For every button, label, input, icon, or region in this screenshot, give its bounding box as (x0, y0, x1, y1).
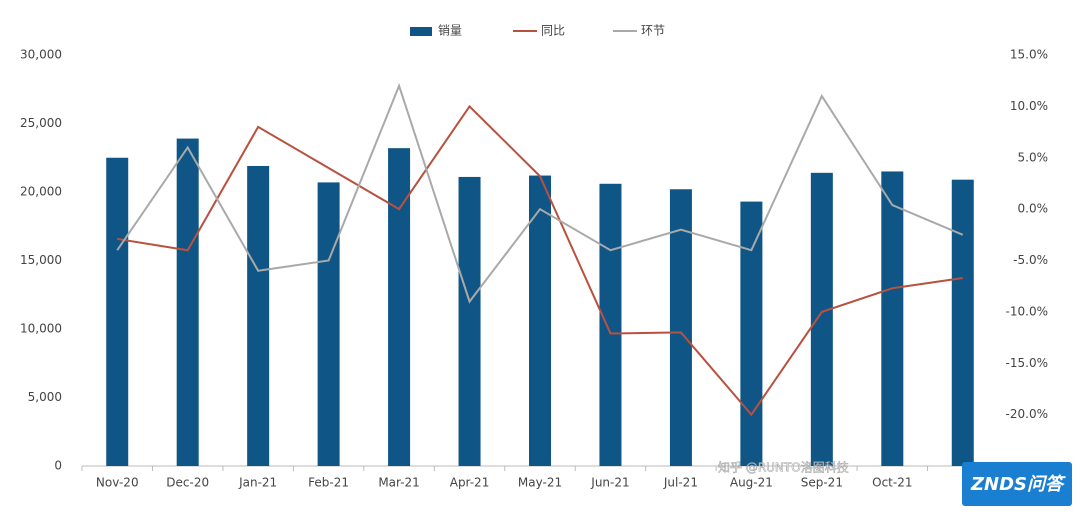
legend-label: 环节 (641, 24, 665, 38)
x-tick-label: Jun-21 (590, 476, 629, 490)
y2-tick-label: -15.0% (1006, 356, 1048, 370)
x-tick-label: Sep-21 (801, 476, 843, 490)
y2-tick-label: 5.0% (1018, 150, 1049, 164)
x-tick-label: Aug-21 (730, 476, 773, 490)
y2-tick-label: 10.0% (1010, 99, 1048, 113)
y-tick-label: 15,000 (20, 253, 62, 267)
legend-swatch (410, 27, 432, 36)
x-tick-label: Feb-21 (308, 476, 349, 490)
line (117, 104, 963, 417)
y-tick-label: 25,000 (20, 116, 62, 130)
y2-tick-label: -5.0% (1013, 253, 1048, 267)
y2-tick-label: -10.0% (1006, 304, 1048, 318)
x-tick-label: Apr-21 (450, 476, 490, 490)
x-tick-label: May-21 (518, 476, 562, 490)
bar (669, 189, 692, 466)
x-tick-label: Nov-20 (96, 476, 139, 490)
x-tick-label: Mar-21 (378, 476, 419, 490)
y-tick-label: 20,000 (20, 185, 62, 199)
y-tick-label: 30,000 (20, 48, 62, 62)
logo-box (962, 462, 1072, 506)
y-tick-label: 0 (54, 459, 62, 473)
bar (106, 157, 129, 466)
x-tick-label: Oct-21 (872, 476, 912, 490)
bar (740, 201, 763, 466)
legend-label: 销量 (438, 24, 462, 38)
y2-tick-label: 15.0% (1010, 48, 1048, 62)
x-tick-label: Jul-21 (663, 476, 698, 490)
x-tick-label: Jan-21 (238, 476, 277, 490)
legend-label: 同比 (541, 24, 565, 38)
bar (247, 165, 270, 466)
y-tick-label: 10,000 (20, 322, 62, 336)
y-tick-label: 5,000 (28, 390, 62, 404)
y2-tick-label: 0.0% (1018, 202, 1049, 216)
bar (317, 182, 340, 466)
watermark: 知乎 @RUNTO洛图科技 (718, 460, 849, 475)
logo-text: ZNDS问答 (970, 474, 1066, 495)
bar (810, 172, 833, 466)
bar (176, 138, 199, 466)
bar (599, 183, 622, 466)
bar (529, 175, 551, 466)
bar (951, 179, 974, 467)
bar (458, 176, 481, 466)
bar (388, 148, 411, 466)
x-tick-label: Dec-20 (166, 476, 209, 490)
line (116, 82, 964, 304)
y2-tick-label: -20.0% (1006, 407, 1048, 421)
bar (881, 171, 904, 466)
